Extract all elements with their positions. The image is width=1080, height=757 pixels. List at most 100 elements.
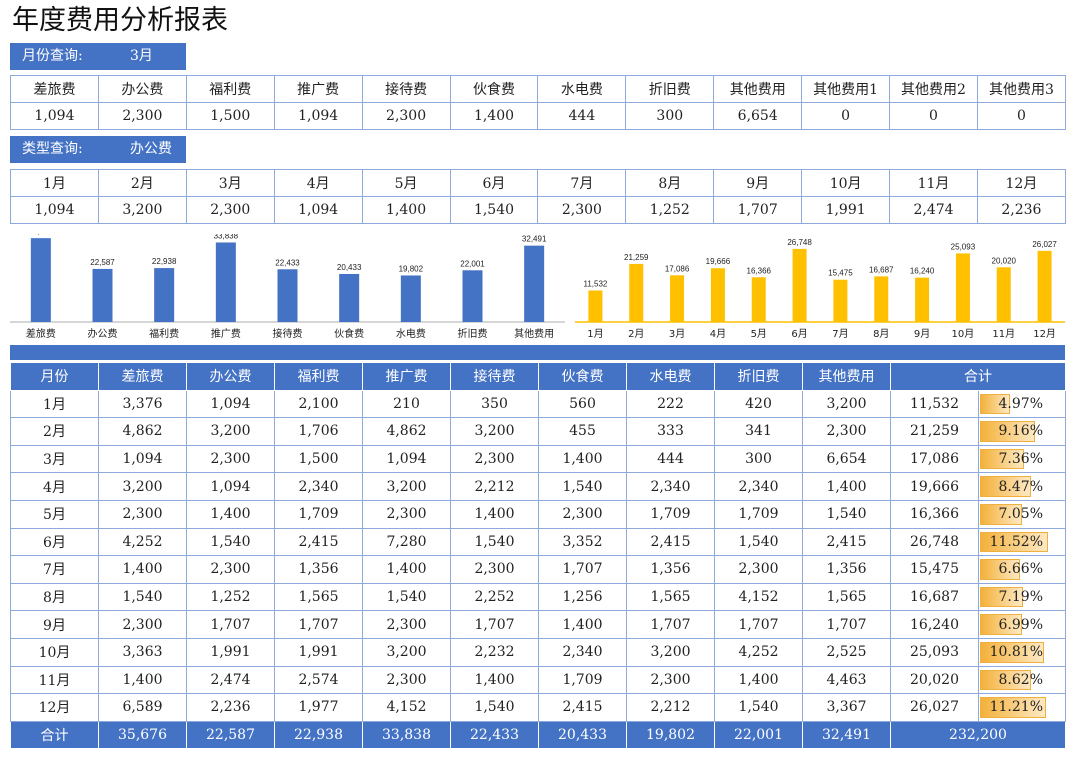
expense-cell: 1,977 <box>274 693 363 722</box>
month-cell: 2月 <box>10 417 99 446</box>
row-percent-cell: 7.05% <box>979 501 1065 527</box>
totals-cell: 合计 <box>10 720 99 750</box>
bar-value-label: 20,433 <box>337 263 362 272</box>
table-row: 6月 4,252 1,540 2,415 7,280 1,540 3,352 2,415 1,5… <box>10 527 1066 557</box>
percent-label: 10.81% <box>989 644 1043 661</box>
month-summary-header-cell: 福利费 <box>185 75 275 103</box>
category-label: 折旧费 <box>458 327 488 340</box>
month-query-bar[interactable]: 月份查询: 3月 <box>10 43 186 70</box>
expense-cell: 2,300 <box>450 555 539 584</box>
type-query-bar[interactable]: 类型查询: 办公费 <box>10 136 186 163</box>
bar-value-label: 20,020 <box>992 256 1017 265</box>
bar-value-label: 15,475 <box>828 269 853 278</box>
percent-label: 6.66% <box>998 561 1043 578</box>
expense-cell: 4,862 <box>362 417 451 446</box>
month-summary-header-cell: 其他费用1 <box>801 75 891 103</box>
expense-cell: 2,300 <box>626 665 715 695</box>
row-percent-cell: 7.19% <box>979 584 1065 610</box>
month-summary-value-row: 1,094 2,300 1,500 1,094 2,300 1,400 444 300 6,65… <box>10 102 1066 130</box>
expense-cell: 1,709 <box>714 499 803 529</box>
category-label: 推广费 <box>211 327 241 340</box>
expense-cell: 1,707 <box>450 610 539 639</box>
category-label: 11月 <box>992 328 1015 340</box>
row-total-value: 16,366 <box>892 501 979 528</box>
chart-bar <box>670 275 685 322</box>
category-label: 1月 <box>587 328 603 340</box>
expense-cell: 4,152 <box>362 693 451 722</box>
month-cell: 1月 <box>10 389 99 419</box>
category-label: 2月 <box>628 328 644 340</box>
row-percent-cell: 8.62% <box>979 667 1065 693</box>
expense-cell: 222 <box>626 389 715 419</box>
expense-cell: 6,654 <box>802 444 891 474</box>
main-header-cell: 推广费 <box>362 362 451 391</box>
expense-cell: 6,589 <box>98 693 187 722</box>
expense-cell: 2,415 <box>802 527 891 557</box>
percent-label: 4.97% <box>998 395 1043 412</box>
row-total-value: 17,086 <box>892 446 979 472</box>
expense-cell: 1,094 <box>362 444 451 474</box>
main-header-cell: 月份 <box>10 362 99 391</box>
month-summary-value-cell: 2,300 <box>97 102 187 130</box>
chart-bar <box>339 273 360 322</box>
month-cell: 10月 <box>10 637 99 667</box>
expense-cell: 350 <box>450 389 539 419</box>
annual-expense-table: 月份 差旅费 办公费 福利费 推广费 接待费 伙食费 水电费 折旧费 其他费用 合计 1月 3,376 1… <box>10 362 1066 750</box>
totals-row: 合计 35,676 22,587 22,938 33,838 22,433 20,433 19… <box>10 720 1066 750</box>
expense-cell: 1,540 <box>714 693 803 722</box>
type-summary-header-cell: 2月 <box>97 169 187 197</box>
month-summary-header-cell: 其他费用2 <box>889 75 978 103</box>
month-query-value[interactable]: 3月 <box>130 48 153 64</box>
expense-cell: 455 <box>538 417 627 446</box>
table-row: 3月 1,094 2,300 1,500 1,094 2,300 1,400 444 300 6,… <box>10 444 1066 474</box>
expense-cell: 1,707 <box>274 610 363 639</box>
bar-value-label: 22,001 <box>460 259 485 268</box>
month-summary-value-cell: 1,094 <box>10 102 99 130</box>
month-summary-header-cell: 接待费 <box>361 75 451 103</box>
expense-cell: 1,707 <box>802 610 891 639</box>
chart-bar <box>629 263 644 322</box>
type-summary-table: 1月 2月 3月 4月 5月 6月 7月 8月 9月 10月 11月 12月 1,094 3,200 2,3… <box>10 169 1066 224</box>
table-row: 11月 1,400 2,474 2,574 2,300 1,400 1,709 2,300 1,… <box>10 665 1066 695</box>
table-row: 10月 3,363 1,991 1,991 3,200 2,232 2,340 3,200 4,… <box>10 637 1066 667</box>
row-total-cell: 21,259 9.16% <box>890 417 1066 446</box>
totals-cell: 32,491 <box>802 720 891 750</box>
bar-value-label: 33,838 <box>214 234 239 240</box>
expense-cell: 1,709 <box>274 499 363 529</box>
chart-bar <box>874 276 889 322</box>
row-total-value: 21,259 <box>892 418 979 445</box>
type-query-value[interactable]: 办公费 <box>130 141 172 157</box>
table-row: 1月 3,376 1,094 2,100 210 350 560 222 420 3,200 11,… <box>10 389 1066 419</box>
category-label: 5月 <box>751 328 767 340</box>
main-header-cell: 福利费 <box>274 362 363 391</box>
month-query-label: 月份查询: <box>22 48 83 64</box>
totals-cell: 35,676 <box>98 720 187 750</box>
bar-value-label: 16,366 <box>747 266 772 275</box>
expense-cell: 1,400 <box>98 555 187 584</box>
table-row: 4月 3,200 1,094 2,340 3,200 2,212 1,540 2,340 2,3… <box>10 472 1066 501</box>
type-summary-value-cell: 2,474 <box>889 196 978 224</box>
percent-bar <box>980 476 1031 497</box>
chart-bar <box>833 279 848 322</box>
type-summary-value-cell: 2,236 <box>976 196 1066 224</box>
expense-cell: 2,300 <box>450 444 539 474</box>
row-percent-cell: 4.97% <box>979 391 1065 417</box>
expense-cell: 444 <box>626 444 715 474</box>
expense-cell: 1,709 <box>538 665 627 695</box>
expense-cell: 1,540 <box>450 693 539 722</box>
main-header-cell: 接待费 <box>450 362 539 391</box>
expense-cell: 1,256 <box>538 582 627 612</box>
type-summary-value-cell: 2,300 <box>537 196 627 224</box>
expense-cell: 1,356 <box>274 555 363 584</box>
expense-cell: 1,400 <box>98 665 187 695</box>
expense-cell: 2,300 <box>98 499 187 529</box>
expense-cell: 1,094 <box>98 444 187 474</box>
row-total-cell: 16,240 6.99% <box>890 610 1066 639</box>
month-summary-header-cell: 办公费 <box>97 75 187 103</box>
type-summary-header-cell: 8月 <box>625 169 715 197</box>
month-cell: 4月 <box>10 472 99 501</box>
percent-bar <box>980 531 1049 553</box>
type-summary-header-cell: 5月 <box>361 169 451 197</box>
chart-bar <box>588 290 603 322</box>
chart-bar <box>751 277 766 322</box>
